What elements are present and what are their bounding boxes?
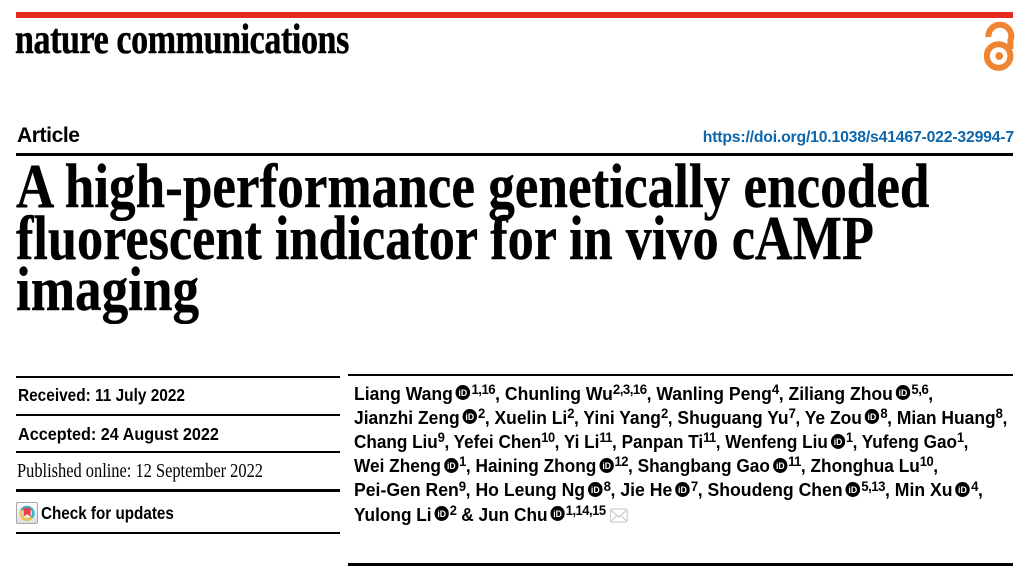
svg-text:iD: iD (776, 460, 785, 470)
svg-text:iD: iD (553, 509, 562, 519)
svg-text:iD: iD (899, 388, 908, 398)
svg-text:iD: iD (447, 460, 456, 470)
svg-text:iD: iD (602, 460, 611, 470)
svg-text:iD: iD (958, 485, 967, 495)
svg-text:iD: iD (459, 388, 468, 398)
svg-text:iD: iD (591, 485, 600, 495)
svg-text:iD: iD (834, 436, 843, 446)
svg-text:iD: iD (868, 412, 877, 422)
svg-text:iD: iD (465, 412, 474, 422)
svg-text:iD: iD (678, 485, 687, 495)
svg-text:iD: iD (849, 485, 858, 495)
svg-text:iD: iD (437, 509, 446, 519)
